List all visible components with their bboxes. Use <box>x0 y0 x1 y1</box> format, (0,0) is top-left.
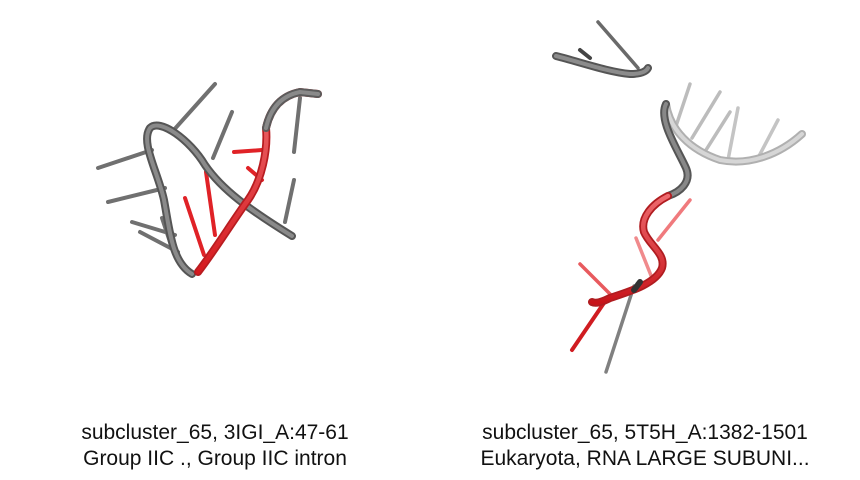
structure-caption-right: subcluster_65, 5T5H_A:1382-1501 Eukaryot… <box>430 420 860 472</box>
caption-subtitle: Eukaryota, RNA LARGE SUBUNI... <box>480 447 810 470</box>
structure-caption-left: subcluster_65, 3IGI_A:47-61 Group IIC .,… <box>0 420 430 472</box>
structure-panel-right: subcluster_65, 5T5H_A:1382-1501 Eukaryot… <box>430 0 860 480</box>
rna-structure-image-right <box>552 20 806 374</box>
caption-title: subcluster_65, 5T5H_A:1382-1501 <box>482 421 808 444</box>
caption-title: subcluster_65, 3IGI_A:47-61 <box>81 421 349 444</box>
structure-panel-left: subcluster_65, 3IGI_A:47-61 Group IIC .,… <box>0 82 430 472</box>
caption-subtitle: Group IIC ., Group IIC intron <box>83 447 347 470</box>
rna-structure-image-left <box>96 82 322 278</box>
